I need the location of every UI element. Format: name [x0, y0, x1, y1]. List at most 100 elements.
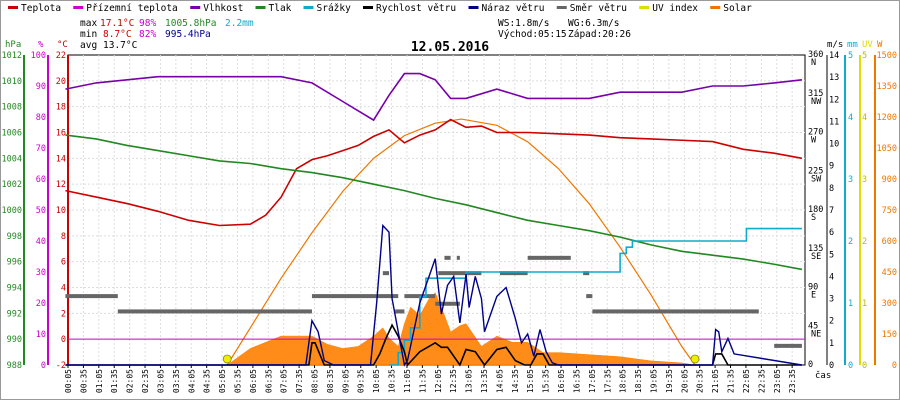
hum-axis-unit: %	[38, 40, 44, 50]
chart-title: 12.05.2016	[411, 40, 489, 55]
x-tick-label: 17:35	[603, 369, 612, 393]
temp-axis-tick-label: 6	[61, 258, 66, 268]
legend-swatch	[73, 6, 84, 9]
dir-compass-label: NE	[811, 329, 821, 339]
x-tick-label: 23:05	[773, 369, 782, 393]
x-tick-label: 22:35	[757, 369, 766, 393]
temp-axis-tick-label: 22	[56, 51, 66, 61]
solar-tick-label: 1500	[877, 51, 897, 61]
hum-axis-tick-label: 0	[41, 361, 46, 371]
stats-min-press: 995.4hPa	[165, 29, 211, 40]
stats-max-rain: 2.2mm	[225, 18, 254, 29]
rain-axis-unit: mm	[847, 40, 858, 50]
legend-swatch	[639, 6, 650, 9]
press-axis-tick-label: 1000	[2, 206, 22, 216]
x-tick-label: 21:05	[711, 369, 720, 393]
wind-tick-label: 3	[829, 295, 834, 305]
solar-theoretical-line	[226, 118, 696, 366]
wind-tick-label: 10	[829, 140, 839, 150]
stats-max-hum: 98%	[139, 18, 156, 29]
stats-sunrise: Východ:05:15	[498, 29, 567, 40]
x-tick-label: 23:35	[788, 369, 797, 393]
stats-min-temp: 8.7°C	[103, 29, 132, 40]
wind-tick-label: 13	[829, 73, 839, 83]
hum-axis-tick-label: 30	[36, 268, 46, 278]
legend-swatch	[710, 6, 721, 9]
x-tick-label: 03:35	[172, 369, 181, 393]
wind-tick-label: 9	[829, 162, 834, 172]
x-tick-label: 19:35	[665, 369, 674, 393]
wind-direction-mark	[456, 255, 460, 260]
x-tick-label: 21:35	[727, 369, 736, 393]
wind-tick-label: 4	[829, 272, 834, 282]
press-axis-tick-label: 1008	[2, 103, 22, 113]
x-tick-label: 18:35	[634, 369, 643, 393]
x-tick-label: 20:05	[680, 369, 689, 393]
solar-tick-label: 1350	[877, 82, 897, 92]
wind-tick-label: 5	[829, 250, 834, 260]
press-axis-tick-label: 994	[7, 284, 22, 294]
hum-axis-tick-label: 80	[36, 113, 46, 123]
dir-compass-label: S	[811, 213, 816, 223]
x-tick-label: 10:35	[388, 369, 397, 393]
press-axis-unit: hPa	[5, 40, 21, 50]
hum-axis-tick-label: 60	[36, 175, 46, 185]
x-tick-label: 16:05	[557, 369, 566, 393]
wind-tick-label: 8	[829, 184, 834, 194]
wind-direction-mark	[435, 301, 460, 306]
dir-tick-label: 270	[808, 128, 823, 138]
stats-sunset: Západ:20:26	[568, 29, 631, 40]
x-tick-label: 09:35	[357, 369, 366, 393]
temp-axis-tick-label: 4	[61, 284, 66, 294]
hum-axis-tick-label: 10	[36, 330, 46, 340]
legend-label: Náraz větru	[482, 3, 545, 14]
wind-tick-label: 14	[829, 51, 839, 61]
legend-label: Teplota	[21, 3, 61, 14]
legend-swatch	[190, 6, 201, 9]
stats-max-label: max	[80, 18, 97, 29]
series-srazky	[388, 227, 802, 366]
wind-direction-mark	[444, 255, 451, 260]
x-tick-label: 13:35	[480, 369, 489, 393]
x-tick-label: 22:05	[742, 369, 751, 393]
legend-swatch	[303, 6, 314, 9]
x-tick-label: 13:05	[465, 369, 474, 393]
hum-axis-tick-label: 100	[31, 51, 46, 61]
solar-tick-label: 600	[882, 237, 897, 247]
stats-min-hum: 82%	[139, 29, 156, 40]
wind-direction-mark	[592, 309, 759, 314]
stats-ws: WS:1.8m/s	[498, 18, 549, 29]
dir-tick-label: 225	[808, 166, 823, 176]
temp-axis-tick-label: 0	[61, 335, 66, 345]
wind-direction-mark	[499, 271, 528, 276]
dir-tick-label: 45	[808, 321, 818, 331]
temp-axis-tick-label: 14	[56, 154, 66, 164]
x-tick-label: 12:35	[449, 369, 458, 393]
stats-wg: WG:6.3m/s	[568, 18, 619, 29]
wind-direction-mark	[117, 309, 312, 314]
wind-direction-mark	[774, 343, 802, 348]
temp-axis-tick-label: 10	[56, 206, 66, 216]
x-tick-label: 19:05	[649, 369, 658, 393]
wind-tick-label: 0	[829, 361, 834, 371]
wind-direction-mark	[586, 294, 593, 299]
x-tick-label: 00:35	[79, 369, 88, 393]
solar-tick-label: 1200	[877, 113, 897, 123]
hum-axis-tick-label: 20	[36, 299, 46, 309]
dir-compass-label: W	[811, 136, 817, 146]
dir-tick-label: 135	[808, 244, 823, 254]
x-tick-label: 02:05	[126, 369, 135, 393]
x-tick-label: 12:05	[434, 369, 443, 393]
x-tick-label: 15:35	[542, 369, 551, 393]
dir-tick-label: 180	[808, 205, 823, 215]
x-tick-label: 16:35	[572, 369, 581, 393]
x-tick-label: 07:35	[295, 369, 304, 393]
x-tick-label: 03:05	[156, 369, 165, 393]
uv-tick-label: 2	[862, 237, 867, 247]
uv-marker	[690, 354, 700, 364]
legend-label: Směr větru	[570, 3, 627, 14]
x-tick-label: 17:05	[588, 369, 597, 393]
dir-compass-label: SW	[811, 174, 822, 184]
x-tick-label: 08:05	[311, 369, 320, 393]
